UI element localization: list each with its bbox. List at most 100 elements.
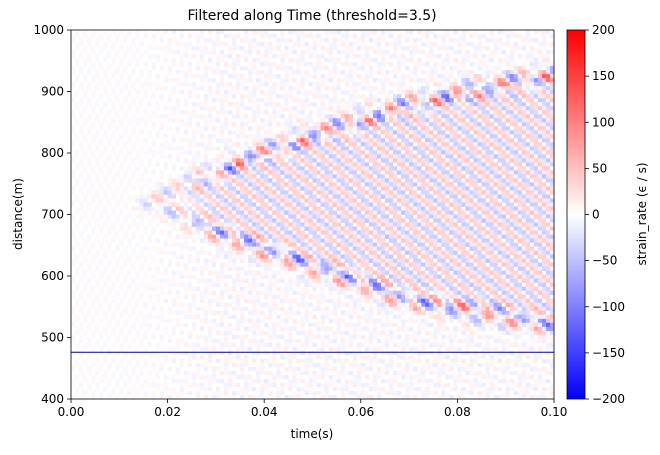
heatmap-cell bbox=[244, 78, 249, 83]
heatmap-cell bbox=[248, 186, 253, 191]
heatmap-cell bbox=[336, 182, 341, 187]
heatmap-cell bbox=[248, 90, 253, 95]
heatmap-cell bbox=[401, 46, 406, 51]
heatmap-cell bbox=[183, 122, 189, 127]
heatmap-cell bbox=[272, 206, 277, 211]
heatmap-cell bbox=[481, 162, 486, 167]
heatmap-cell bbox=[469, 146, 474, 151]
heatmap-cell bbox=[541, 226, 547, 231]
heatmap-cell bbox=[280, 206, 285, 211]
heatmap-cell bbox=[525, 158, 531, 163]
heatmap-cell bbox=[433, 138, 438, 143]
heatmap-cell bbox=[195, 234, 201, 239]
heatmap-cell bbox=[380, 114, 386, 119]
heatmap-cell bbox=[95, 194, 100, 199]
heatmap-cell bbox=[248, 158, 253, 163]
heatmap-cell bbox=[352, 82, 358, 87]
heatmap-cell bbox=[473, 82, 478, 87]
heatmap-cell bbox=[308, 110, 313, 115]
heatmap-cell bbox=[240, 118, 245, 123]
heatmap-cell bbox=[501, 222, 507, 227]
heatmap-cell bbox=[485, 74, 490, 79]
heatmap-cell bbox=[256, 222, 261, 227]
heatmap-cell bbox=[99, 46, 104, 51]
heatmap-cell bbox=[441, 214, 446, 219]
heatmap-cell bbox=[260, 82, 265, 87]
heatmap-cell bbox=[268, 170, 273, 175]
heatmap-cell bbox=[380, 110, 386, 115]
heatmap-cell bbox=[91, 106, 96, 111]
heatmap-cell bbox=[376, 38, 382, 43]
heatmap-cell bbox=[191, 222, 197, 227]
heatmap-cell bbox=[312, 210, 317, 215]
heatmap-cell bbox=[115, 214, 120, 219]
heatmap-cell bbox=[437, 122, 442, 127]
heatmap-cell bbox=[308, 74, 313, 79]
heatmap-cell bbox=[207, 78, 213, 83]
heatmap-cell bbox=[489, 138, 494, 143]
heatmap-cell bbox=[549, 62, 555, 67]
heatmap-cell bbox=[240, 158, 245, 163]
heatmap-cell bbox=[525, 198, 531, 203]
heatmap-cell bbox=[525, 54, 531, 59]
heatmap-cell bbox=[545, 98, 551, 103]
heatmap-cell bbox=[380, 242, 386, 247]
heatmap-cell bbox=[332, 42, 337, 47]
heatmap-cell bbox=[284, 82, 289, 87]
heatmap-cell bbox=[409, 106, 414, 111]
heatmap-cell bbox=[393, 150, 398, 155]
heatmap-cell bbox=[372, 234, 378, 239]
heatmap-cell bbox=[336, 142, 341, 147]
heatmap-cell bbox=[497, 146, 502, 151]
heatmap-cell bbox=[159, 182, 164, 187]
heatmap-cell bbox=[336, 234, 341, 239]
heatmap-cell bbox=[280, 226, 285, 231]
heatmap-cell bbox=[525, 230, 531, 235]
heatmap-cell bbox=[429, 130, 434, 135]
heatmap-cell bbox=[292, 174, 297, 179]
heatmap-cell bbox=[83, 62, 88, 67]
heatmap-cell bbox=[505, 110, 511, 115]
heatmap-cell bbox=[252, 150, 257, 155]
heatmap-cell bbox=[227, 82, 233, 87]
heatmap-cell bbox=[336, 206, 341, 211]
heatmap-cell bbox=[95, 30, 100, 35]
heatmap-cell bbox=[167, 78, 172, 83]
heatmap-cell bbox=[123, 158, 128, 163]
heatmap-cell bbox=[280, 142, 285, 147]
heatmap-cell bbox=[151, 182, 156, 187]
heatmap-cell bbox=[312, 178, 317, 183]
heatmap-cell bbox=[135, 58, 140, 63]
heatmap-cell bbox=[364, 62, 370, 67]
heatmap-cell bbox=[485, 222, 490, 227]
heatmap-cell bbox=[252, 182, 257, 187]
heatmap-cell bbox=[232, 86, 237, 91]
heatmap-cell bbox=[187, 122, 193, 127]
heatmap-cell bbox=[405, 238, 410, 243]
heatmap-cell bbox=[533, 102, 539, 107]
heatmap-cell bbox=[268, 222, 273, 227]
heatmap-cell bbox=[437, 178, 442, 183]
heatmap-cell bbox=[139, 102, 144, 107]
heatmap-cell bbox=[95, 146, 100, 151]
heatmap-cell bbox=[505, 102, 511, 107]
heatmap-cell bbox=[517, 142, 523, 147]
heatmap-cell bbox=[248, 134, 253, 139]
heatmap-cell bbox=[477, 218, 482, 223]
heatmap-cell bbox=[195, 114, 201, 119]
heatmap-cell bbox=[380, 230, 386, 235]
heatmap-cell bbox=[417, 166, 422, 171]
heatmap-cell bbox=[292, 194, 297, 199]
heatmap-cell bbox=[505, 74, 511, 79]
heatmap-cell bbox=[513, 106, 519, 111]
heatmap-cell bbox=[223, 178, 229, 183]
heatmap-cell bbox=[429, 218, 434, 223]
heatmap-cell bbox=[545, 90, 551, 95]
heatmap-cell bbox=[143, 194, 148, 199]
heatmap-cell bbox=[525, 210, 531, 215]
heatmap-cell bbox=[227, 138, 233, 143]
heatmap-cell bbox=[167, 222, 172, 227]
heatmap-cell bbox=[264, 174, 269, 179]
heatmap-cell bbox=[320, 110, 325, 115]
heatmap-cell bbox=[441, 34, 446, 39]
